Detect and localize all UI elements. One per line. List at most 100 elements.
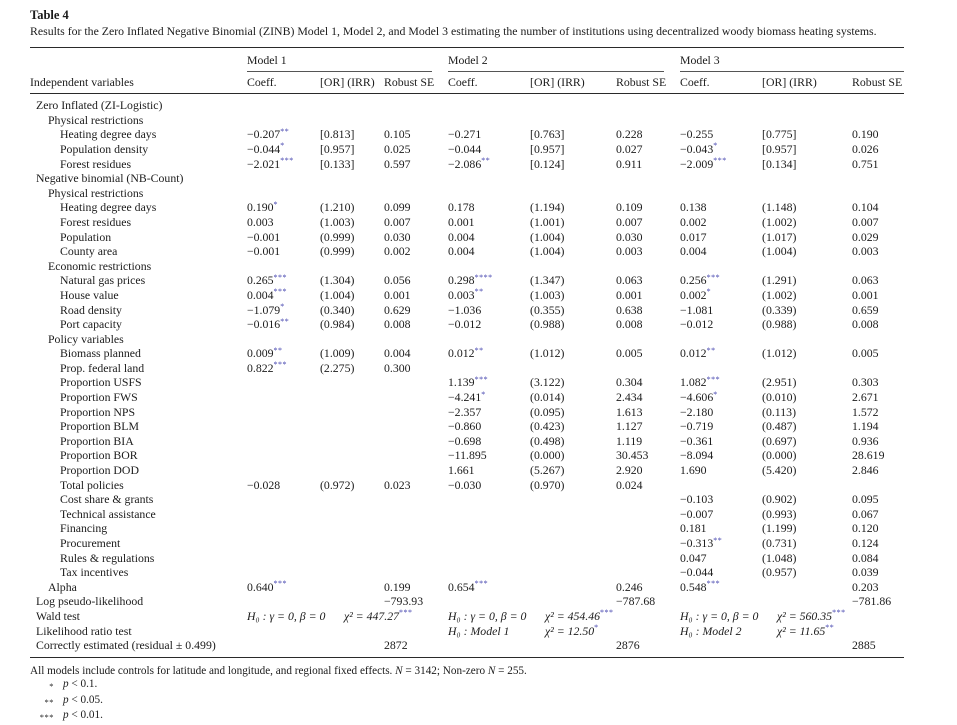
data-cell: 0.190 <box>852 127 879 142</box>
data-cell: −2.180 <box>680 404 714 419</box>
data-cell: −0.044* <box>247 141 285 156</box>
row-label: Log pseudo-likelihood <box>36 594 144 609</box>
data-cell: [0.124] <box>530 156 565 171</box>
data-cell: −0.361 <box>680 433 714 448</box>
data-cell: −0.043* <box>680 141 718 156</box>
significance-stars: ** <box>280 126 290 136</box>
data-cell <box>384 405 448 420</box>
data-cell <box>384 448 448 463</box>
row-label: Zero Inflated (ZI-Logistic) <box>36 98 163 113</box>
data-cell <box>247 521 320 536</box>
chi-square-statistic: χ² = 12.50 <box>545 623 595 638</box>
data-cell: 0.003 <box>852 244 879 259</box>
data-cell: 0.001 <box>616 287 643 302</box>
data-cell: (1.012) <box>762 346 797 361</box>
column-header-coeff-m2: Coeff. <box>448 71 531 95</box>
table-row: Road density −1.079* (0.340) 0.629 −1.036 (0.… <box>30 303 904 318</box>
data-cell <box>384 551 448 566</box>
data-cell: 0.246 <box>616 579 643 594</box>
data-cell <box>320 492 384 507</box>
test-statistic-cell <box>247 624 448 639</box>
data-cell: (2.951) <box>762 375 797 390</box>
column-header-independent-variables: Independent variables <box>30 71 247 95</box>
data-cell: 0.124 <box>852 536 879 550</box>
significance-stars: **** <box>474 272 493 282</box>
data-cell <box>762 594 852 609</box>
data-cell <box>680 594 762 609</box>
data-cell: 0.303 <box>852 375 879 390</box>
data-cell: 0.063 <box>852 273 879 288</box>
table-row: Heating degree days −0.207** [0.813] 0.105 −… <box>30 127 904 142</box>
table-row: Proportion USFS 1.139*** (3.122) 0.304 1.082… <box>30 375 904 390</box>
significance-stars: ** <box>474 345 484 355</box>
data-cell <box>247 463 320 478</box>
significance-stars: ** <box>44 696 54 707</box>
data-cell <box>320 507 384 522</box>
data-cell: −0.044 <box>448 141 482 156</box>
data-cell: −1.079* <box>247 302 285 317</box>
data-cell <box>680 259 762 274</box>
data-cell: 2876 <box>616 638 681 658</box>
data-cell: [0.957] <box>762 141 797 156</box>
data-cell <box>616 171 680 186</box>
null-hypothesis: H₀ : γ = 0, β = 0 <box>247 608 326 623</box>
table-row: Natural gas prices 0.265*** (1.304) 0.056 0.… <box>30 273 904 288</box>
data-cell <box>680 361 762 376</box>
data-cell <box>616 521 680 536</box>
data-cell: 28.619 <box>852 448 885 463</box>
data-cell: (1.048) <box>762 550 797 565</box>
paper-page: Table 4 Results for the Zero Inflated Ne… <box>30 8 905 722</box>
data-cell: −0.698 <box>448 433 482 448</box>
significance-stars: *** <box>706 579 721 589</box>
data-cell <box>320 405 384 420</box>
data-cell <box>448 361 530 376</box>
significance-stars: *** <box>706 374 721 384</box>
data-cell <box>320 463 384 478</box>
data-cell: 0.004 <box>448 229 475 244</box>
data-cell <box>530 580 616 595</box>
table-row: Proportion FWS −4.241* (0.014) 2.434 −4.606*… <box>30 390 904 405</box>
data-cell: −2.086** <box>448 156 491 171</box>
row-label: Port capacity <box>60 317 122 332</box>
data-cell: (0.000) <box>530 448 565 463</box>
data-cell: 0.640*** <box>247 579 288 594</box>
data-cell: 0.027 <box>616 141 643 156</box>
significance-stars: * <box>706 287 712 297</box>
data-cell: 0.304 <box>616 375 643 390</box>
data-cell: −11.895 <box>448 448 487 463</box>
data-cell <box>247 507 320 522</box>
data-cell: (5.420) <box>762 463 797 478</box>
significance-stars: *** <box>832 608 846 618</box>
data-cell: 2885 <box>852 638 905 658</box>
data-cell: −0.207** <box>247 126 290 142</box>
data-cell <box>247 448 320 463</box>
test-statistic-cell: H₀ : γ = 0, β = 0 χ² = 454.46*** <box>448 609 680 624</box>
data-cell <box>762 332 852 347</box>
data-cell: 0.056 <box>384 273 411 288</box>
table-title: Table 4 <box>30 8 69 22</box>
data-cell <box>616 186 680 201</box>
data-cell <box>762 171 852 186</box>
data-cell: (1.004) <box>320 287 355 302</box>
data-cell: −1.081 <box>680 302 714 317</box>
data-cell: (1.004) <box>530 244 565 259</box>
row-label: Proportion BOR <box>60 448 138 463</box>
table-row: Physical restrictions <box>30 186 904 201</box>
significance-stars: ** <box>825 623 835 633</box>
data-cell <box>852 332 904 347</box>
data-cell: 0.104 <box>852 200 879 215</box>
data-cell: 0.030 <box>384 229 411 244</box>
significance-stars: *** <box>706 272 721 282</box>
data-cell <box>616 551 680 566</box>
data-cell <box>320 565 384 580</box>
column-header-robust-se-m1: Robust SE <box>384 71 449 95</box>
data-cell <box>247 259 320 274</box>
data-cell: (0.957) <box>762 565 797 580</box>
data-cell: (0.999) <box>320 229 355 244</box>
data-cell: −787.68 <box>616 594 656 609</box>
data-cell: (1.347) <box>530 273 565 288</box>
row-label: Technical assistance <box>60 506 156 521</box>
chi-square-statistic: χ² = 454.46 <box>545 608 601 623</box>
data-cell <box>247 434 320 449</box>
data-cell: 0.654*** <box>448 579 489 594</box>
